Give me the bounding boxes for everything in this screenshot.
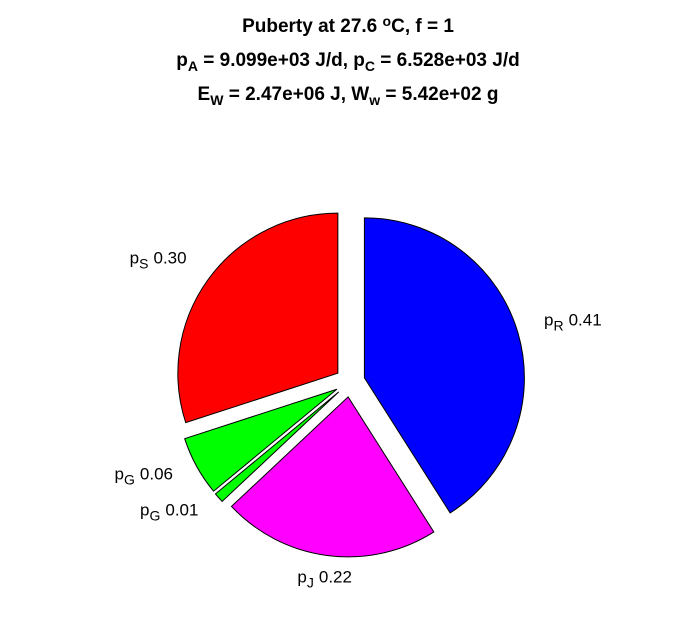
label-name: p <box>115 464 124 483</box>
label-value: 0.30 <box>153 248 186 267</box>
slice-label: pJ 0.22 <box>297 567 352 590</box>
title-text: = 5.42e+02 g <box>380 84 498 105</box>
label-sub: G <box>124 471 135 487</box>
label-name: p <box>544 311 553 330</box>
title-sub: C <box>365 58 375 74</box>
slice-label: pG 0.06 <box>115 464 173 487</box>
pie-slice <box>177 212 339 424</box>
title-sub: w <box>368 92 380 108</box>
title-text: Puberty at 27.6 <box>242 16 382 37</box>
chart-title: Puberty at 27.6 oC, f = 1 <box>242 13 454 37</box>
label-value: 0.01 <box>165 501 198 520</box>
label-sub: S <box>139 255 148 271</box>
title-text: C, f = 1 <box>391 16 454 37</box>
pie-slice <box>214 391 340 503</box>
pie-slice <box>230 396 435 558</box>
label-value: 0.22 <box>319 567 352 586</box>
pie-slice <box>363 217 525 514</box>
label-name: p <box>297 567 306 586</box>
label-sub: G <box>149 507 160 523</box>
slice-label: pG 0.01 <box>140 501 198 524</box>
title-text: = 6.528e+03 J/d <box>375 50 520 71</box>
pie-slice <box>184 388 338 492</box>
chart-title: EW = 2.47e+06 J, Ww = 5.42e+02 g <box>198 84 499 108</box>
title-sub: W <box>210 92 224 108</box>
label-sub: J <box>307 574 314 590</box>
title-text: p <box>176 50 188 71</box>
slice-label: pR 0.41 <box>544 311 602 334</box>
title-text: E <box>198 84 211 105</box>
label-name: p <box>130 248 139 267</box>
title-sup: o <box>383 13 392 29</box>
slice-label: pS 0.30 <box>130 248 187 271</box>
label-name: p <box>140 501 149 520</box>
title-text: = 9.099e+03 J/d, p <box>198 50 365 71</box>
title-sub: A <box>188 58 198 74</box>
label-value: 0.06 <box>140 464 173 483</box>
title-text: = 2.47e+06 J, W <box>223 84 369 105</box>
label-sub: R <box>553 318 563 334</box>
chart-title: pA = 9.099e+03 J/d, pC = 6.528e+03 J/d <box>176 50 519 74</box>
label-value: 0.41 <box>569 311 602 330</box>
